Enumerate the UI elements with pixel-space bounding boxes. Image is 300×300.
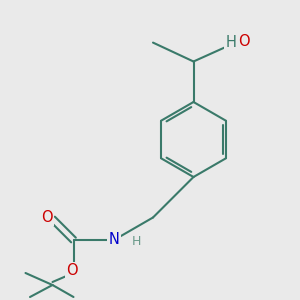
- Text: O: O: [238, 34, 250, 49]
- Text: O: O: [66, 263, 78, 278]
- Text: H: H: [132, 235, 141, 248]
- Text: O: O: [41, 210, 53, 225]
- Text: N: N: [109, 232, 119, 247]
- Text: H: H: [226, 35, 236, 50]
